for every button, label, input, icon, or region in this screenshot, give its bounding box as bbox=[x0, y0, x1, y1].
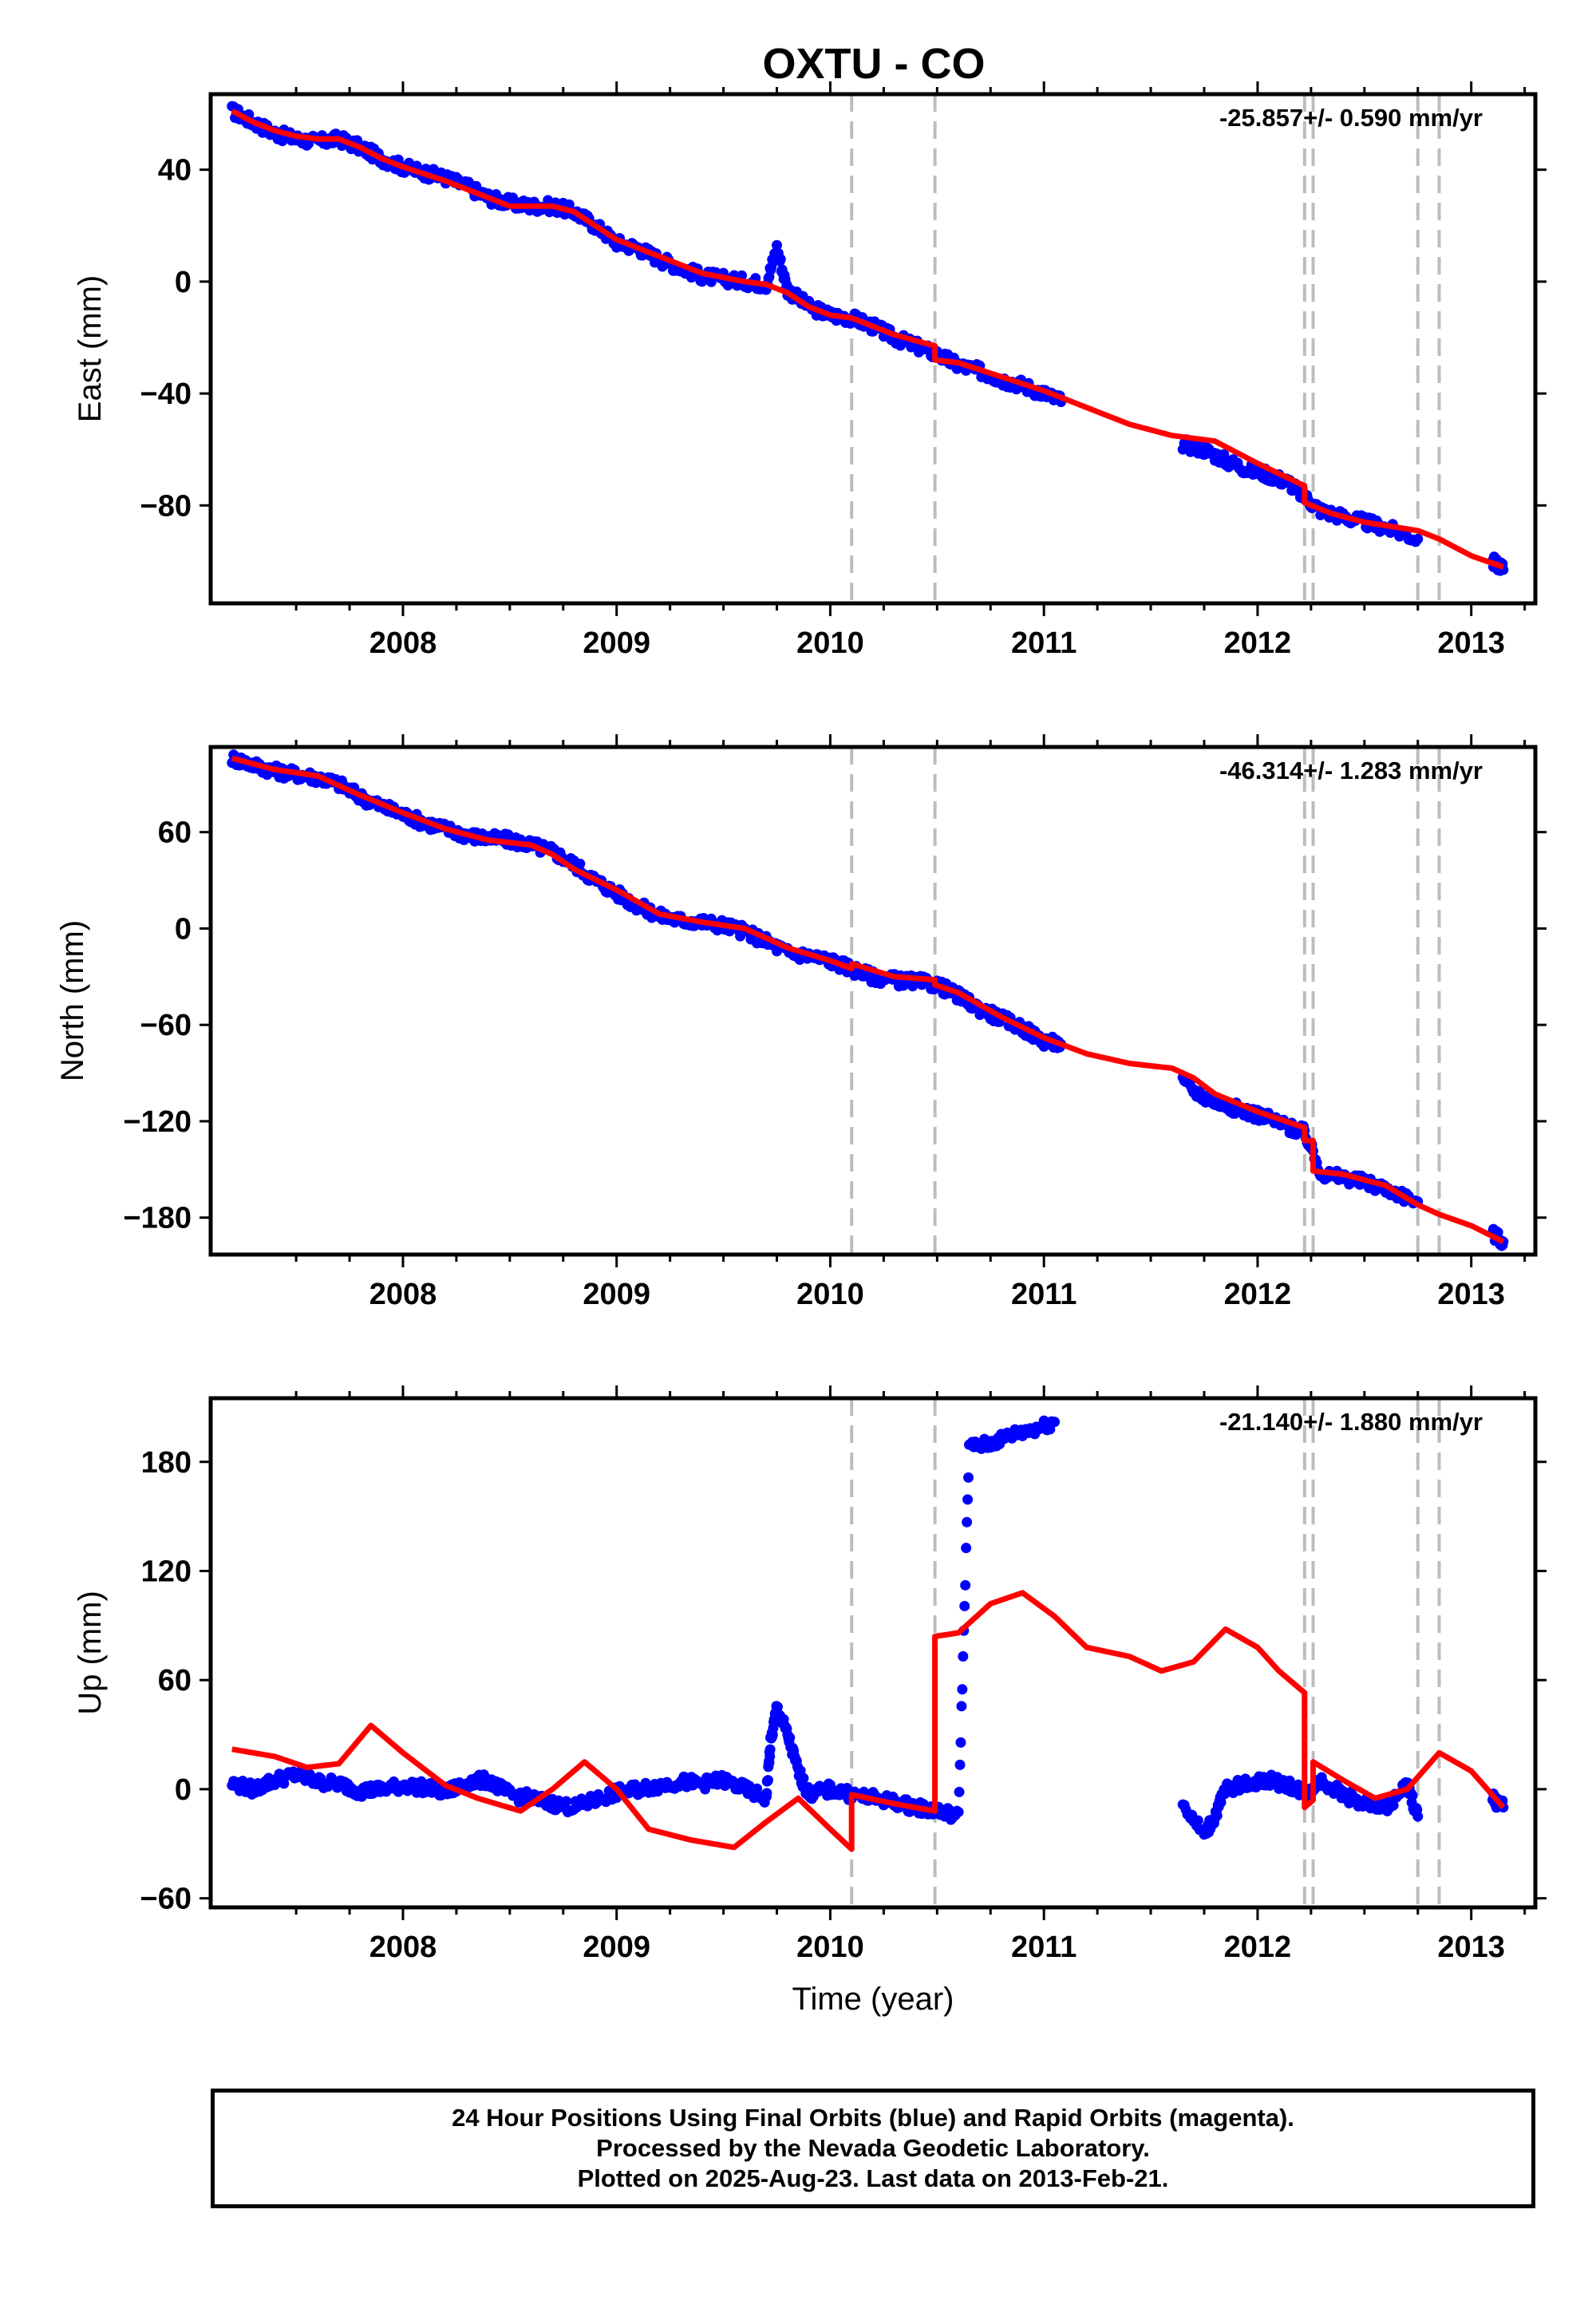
series-1 bbox=[227, 1415, 1509, 1840]
x-tick-label: 2010 bbox=[796, 1278, 864, 1311]
data-point bbox=[561, 1796, 572, 1807]
x-tick-label: 2012 bbox=[1224, 1278, 1292, 1311]
x-tick-label: 2013 bbox=[1437, 1931, 1505, 1964]
data-point bbox=[956, 1701, 967, 1712]
y-tick-label: 0 bbox=[175, 266, 192, 299]
rate-label: -21.140+/- 1.880 mm/yr bbox=[1219, 1408, 1483, 1436]
data-point bbox=[784, 1732, 796, 1743]
data-point bbox=[954, 1759, 966, 1770]
x-tick-label: 2011 bbox=[1011, 1278, 1077, 1311]
data-point bbox=[705, 276, 717, 287]
data-point bbox=[962, 1494, 974, 1505]
footer-line-2: Processed by the Nevada Geodetic Laborat… bbox=[596, 2134, 1150, 2162]
chart-title: OXTU - CO bbox=[763, 40, 986, 88]
y-tick-label: 180 bbox=[141, 1446, 192, 1480]
x-tick-label: 2009 bbox=[583, 1931, 650, 1964]
data-point bbox=[955, 1737, 966, 1748]
x-tick-label: 2009 bbox=[583, 1278, 650, 1311]
data-point bbox=[963, 1472, 974, 1483]
data-point bbox=[958, 1650, 969, 1662]
data-point bbox=[1412, 1811, 1424, 1822]
series-1 bbox=[227, 749, 1509, 1251]
panel-frame bbox=[208, 1396, 1538, 1910]
data-point bbox=[960, 1579, 971, 1591]
y-tick-label: −120 bbox=[123, 1105, 192, 1139]
y-tick-label: −180 bbox=[123, 1202, 192, 1235]
x-tick-label: 2013 bbox=[1437, 1278, 1505, 1311]
y-axis-label: Up (mm) bbox=[73, 1591, 108, 1715]
y-tick-label: −40 bbox=[140, 377, 192, 411]
panel-1: 40 0 −40 −80 2008 2009 2010 2011 2012 2013 East (m… bbox=[73, 81, 1547, 660]
x-tick-label: 2012 bbox=[1224, 626, 1292, 660]
panel-3: 180 120 60 0 −60 2008 2009 2010 2011 2012 2013 Up (… bbox=[73, 1385, 1547, 1964]
y-tick-label: 60 bbox=[158, 1664, 192, 1697]
y-tick-label: −60 bbox=[140, 1883, 192, 1916]
panel-frame bbox=[208, 745, 1538, 1257]
data-point bbox=[959, 1600, 970, 1611]
data-point bbox=[961, 1543, 972, 1554]
y-tick-label: 120 bbox=[141, 1555, 192, 1588]
data-point bbox=[1192, 1815, 1203, 1826]
x-tick-label: 2009 bbox=[583, 626, 650, 660]
data-point bbox=[764, 1744, 776, 1755]
x-tick-label: 2011 bbox=[1011, 626, 1077, 660]
panel-frame bbox=[208, 92, 1538, 606]
data-point bbox=[761, 1788, 772, 1799]
x-tick-label: 2008 bbox=[369, 626, 437, 660]
model-line bbox=[231, 1590, 1506, 1852]
x-axis-label: Time (year) bbox=[792, 1982, 954, 2017]
model-line bbox=[231, 755, 1505, 1245]
data-point bbox=[772, 239, 783, 251]
x-tick-label: 2011 bbox=[1011, 1931, 1077, 1964]
x-tick-label: 2008 bbox=[369, 1931, 437, 1964]
y-tick-label: 0 bbox=[175, 912, 192, 946]
data-point bbox=[798, 1773, 809, 1784]
x-tick-label: 2010 bbox=[796, 1931, 864, 1964]
y-axis-label: North (mm) bbox=[55, 920, 90, 1081]
rate-label: -46.314+/- 1.283 mm/yr bbox=[1219, 757, 1483, 785]
data-point bbox=[775, 254, 786, 265]
footer-line-1: 24 Hour Positions Using Final Orbits (bl… bbox=[452, 2104, 1294, 2132]
data-point bbox=[953, 1806, 964, 1817]
data-point bbox=[1211, 1810, 1223, 1821]
data-point bbox=[954, 1786, 965, 1797]
y-tick-label: −80 bbox=[140, 489, 192, 523]
x-tick-label: 2010 bbox=[796, 626, 864, 660]
data-point bbox=[962, 1516, 973, 1528]
data-point bbox=[772, 1701, 783, 1713]
rate-label: -25.857+/- 0.590 mm/yr bbox=[1219, 104, 1483, 132]
data-point bbox=[1049, 1417, 1061, 1428]
y-tick-label: 0 bbox=[175, 1773, 192, 1807]
data-point bbox=[1388, 1800, 1399, 1811]
data-point bbox=[1407, 1790, 1418, 1801]
x-tick-label: 2013 bbox=[1437, 626, 1505, 660]
data-point bbox=[762, 1775, 773, 1786]
x-tick-label: 2012 bbox=[1224, 1931, 1292, 1964]
footer-box: 24 Hour Positions Using Final Orbits (bl… bbox=[211, 2089, 1535, 2208]
y-tick-label: 40 bbox=[158, 154, 192, 188]
x-tick-label: 2008 bbox=[369, 1278, 437, 1311]
model-line bbox=[231, 108, 1504, 570]
y-tick-label: 60 bbox=[158, 816, 192, 850]
y-tick-label: −60 bbox=[140, 1009, 192, 1042]
data-point bbox=[957, 1684, 968, 1695]
panel-2: 60 0 −60 −120 −180 2008 2009 2010 2011 2012 2013 No… bbox=[55, 734, 1547, 1311]
data-point bbox=[1412, 533, 1424, 544]
data-point bbox=[575, 858, 586, 869]
footer-line-3: Plotted on 2025-Aug-23. Last data on 201… bbox=[577, 2164, 1169, 2192]
y-axis-label: East (mm) bbox=[73, 275, 108, 422]
data-point bbox=[700, 1784, 711, 1795]
